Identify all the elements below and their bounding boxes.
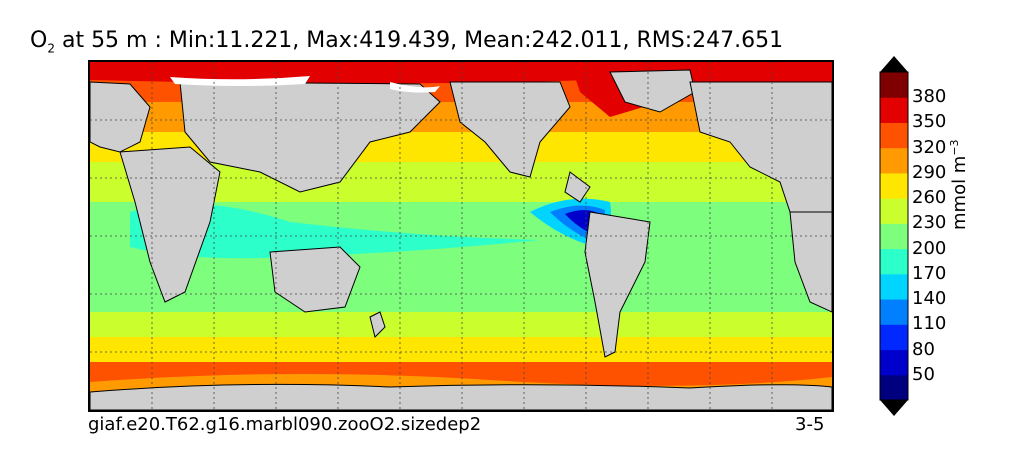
colorbar-tick-label: 320 (912, 136, 947, 158)
title-variable: O (30, 28, 48, 53)
colorbar-tick-label: 380 (912, 86, 947, 108)
band-south-mid (90, 337, 832, 362)
map-graticule (90, 62, 832, 410)
land-africa (119, 146, 221, 303)
colorbar-tick-label: 110 (912, 313, 947, 335)
colorbar-segment (880, 349, 908, 376)
unit-text: mmol m (949, 155, 970, 230)
colorbar-segment (880, 198, 908, 224)
colorbar-segment (880, 147, 908, 174)
colorbar-border (879, 71, 909, 401)
colorbar-tick-label: 230 (912, 212, 947, 234)
colorbar-tick-label: 290 (912, 161, 947, 183)
sea-ice-2 (390, 82, 440, 93)
land-eurasia (179, 81, 441, 193)
map-canvas (90, 62, 832, 410)
plot-title: O2 at 55 m : Min:11.221, Max:419.439, Me… (30, 28, 783, 55)
colorbar-extend-min (880, 400, 908, 416)
colorbar-tick-label: 140 (912, 288, 947, 310)
colorbar-extend-max (880, 56, 908, 72)
colorbar-tick-label: 260 (912, 187, 947, 209)
title-subscript: 2 (47, 41, 55, 56)
colorbar-unit-label: mmol m−3 (948, 139, 970, 230)
title-stats: at 55 m : Min:11.221, Max:419.439, Mean:… (54, 28, 784, 53)
land-europe-africa-east (689, 81, 832, 213)
colorbar-segment (880, 72, 908, 98)
colorbar-segment (880, 299, 908, 325)
colorbar-tick-label: 80 (912, 338, 935, 360)
land-australia (269, 246, 361, 313)
colorbar-tick-label: 50 (912, 363, 935, 385)
colorbar-tick-label: 350 (912, 111, 947, 133)
colorbar-segment (880, 324, 908, 351)
colorbar-segment (880, 223, 908, 250)
land-new-zealand (369, 311, 386, 338)
colorbar-segment (880, 97, 908, 123)
land-greenland (609, 69, 696, 113)
sea-ice-1 (170, 76, 310, 86)
land-africa-east (789, 211, 832, 313)
unit-exponent: −3 (948, 139, 961, 156)
colorbar-segment (880, 273, 908, 300)
tongue-cyan (130, 204, 540, 259)
land-antarctica (90, 383, 832, 410)
colorbar (879, 56, 909, 416)
year-range-caption: 3-5 (795, 414, 825, 435)
band-south-sub (90, 312, 832, 337)
land-africa-west (90, 81, 151, 153)
colorbar-segment (880, 374, 908, 401)
colorbar-tick-label: 170 (912, 262, 947, 284)
land-central-america (564, 171, 591, 203)
colorbar-segment (880, 248, 908, 275)
colorbar-segment (880, 172, 908, 199)
case-name-caption: giaf.e20.T62.g16.marbl090.zooO2.sizedep2 (88, 414, 482, 435)
colorbar-segment (880, 122, 908, 149)
colorbar-tick-label: 200 (912, 237, 947, 259)
land-north-america (449, 81, 571, 178)
ocean-oxygen-map (88, 60, 834, 412)
